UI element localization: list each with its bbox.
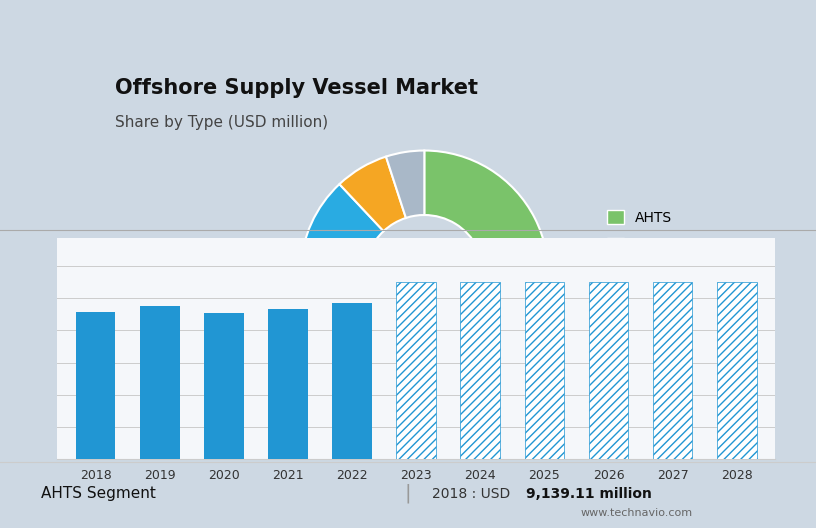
Bar: [460, 282, 500, 459]
Wedge shape: [300, 184, 384, 360]
Text: 2018 : USD: 2018 : USD: [432, 487, 515, 501]
Bar: [653, 282, 693, 459]
Bar: [76, 312, 116, 459]
Legend: AHTS, PSV, FSIV, MPSV, Others: AHTS, PSV, FSIV, MPSV, Others: [602, 204, 687, 345]
Bar: [332, 303, 372, 459]
Wedge shape: [424, 150, 548, 347]
Text: Share by Type (USD million): Share by Type (USD million): [114, 115, 328, 130]
Bar: [397, 282, 436, 459]
Bar: [140, 306, 180, 459]
Bar: [588, 282, 628, 459]
Text: |: |: [405, 484, 411, 503]
Wedge shape: [386, 150, 424, 218]
Bar: [268, 309, 308, 459]
Bar: [204, 313, 244, 459]
Bar: [525, 282, 565, 459]
Wedge shape: [334, 309, 525, 399]
Wedge shape: [339, 157, 406, 231]
Text: AHTS Segment: AHTS Segment: [41, 486, 156, 501]
Bar: [717, 282, 756, 459]
Text: www.technavio.com: www.technavio.com: [580, 508, 693, 518]
Text: Offshore Supply Vessel Market: Offshore Supply Vessel Market: [114, 78, 477, 98]
Text: 9,139.11 million: 9,139.11 million: [526, 487, 652, 501]
